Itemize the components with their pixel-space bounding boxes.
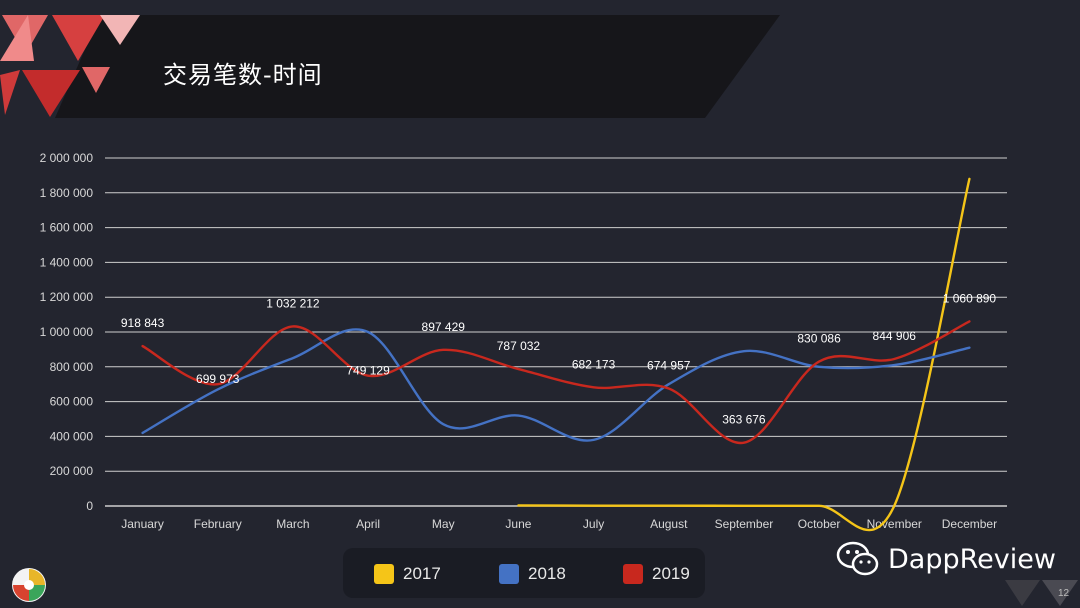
- legend-swatch-2019: [623, 564, 643, 584]
- x-tick-label: June: [505, 517, 531, 531]
- x-tick-label: October: [798, 517, 841, 531]
- x-tick-label: December: [942, 517, 997, 531]
- title-banner: [55, 15, 780, 118]
- brand-name: DappReview: [888, 543, 1056, 575]
- page-number: 12: [1058, 588, 1070, 599]
- y-tick-label: 1 000 000: [40, 325, 94, 339]
- data-labels: 918 843 699 973 1 032 212 749 129 897 429 787…: [121, 291, 997, 426]
- app-logo-icon[interactable]: [10, 566, 48, 604]
- legend-swatch-2018: [499, 564, 519, 584]
- x-tick-label: January: [121, 517, 164, 531]
- data-label-2019: 682 173: [572, 357, 616, 371]
- chart-legend: 2017 2018 2019: [343, 548, 705, 598]
- data-label-2019: 787 032: [497, 339, 541, 353]
- data-label-2019: 363 676: [722, 413, 766, 427]
- data-label-2019: 1 032 212: [266, 296, 320, 310]
- x-tick-label: September: [715, 517, 774, 531]
- legend-item-2019[interactable]: 2019: [623, 564, 690, 584]
- data-label-2019: 749 129: [346, 364, 390, 378]
- series-line-2018: [141, 328, 971, 442]
- data-label-2019: 674 957: [647, 359, 691, 373]
- y-tick-label: 400 000: [50, 429, 94, 443]
- y-axis-ticks: 2 000 000 1 800 000 1 600 000 1 400 000 1 20…: [40, 151, 94, 513]
- x-tick-label: November: [867, 517, 922, 531]
- y-tick-label: 1 600 000: [40, 221, 94, 235]
- x-axis-ticks: January February March April May June July Augu…: [121, 517, 997, 531]
- y-tick-label: 2 000 000: [40, 151, 94, 165]
- x-tick-label: April: [356, 517, 380, 531]
- series-lines: [141, 177, 971, 532]
- y-tick-label: 1 400 000: [40, 255, 94, 269]
- data-label-2019: 918 843: [121, 316, 165, 330]
- legend-label-2017: 2017: [403, 564, 441, 583]
- data-label-2019: 830 086: [797, 332, 841, 346]
- y-tick-label: 0: [86, 499, 93, 513]
- data-label-2019: 699 973: [196, 372, 240, 386]
- y-tick-label: 800 000: [50, 360, 94, 374]
- legend-item-2018[interactable]: 2018: [499, 564, 566, 584]
- legend-label-2018: 2018: [528, 564, 566, 583]
- corner-triangles: [1005, 580, 1078, 606]
- data-label-2019: 897 429: [422, 320, 466, 334]
- legend-item-2017[interactable]: 2017: [374, 564, 441, 584]
- data-label-2019: 1 060 890: [943, 291, 997, 305]
- y-tick-label: 200 000: [50, 464, 94, 478]
- x-tick-label: August: [650, 517, 688, 531]
- x-tick-label: May: [432, 517, 455, 531]
- brand-watermark: DappReview: [836, 540, 1056, 578]
- logo-triangles: [0, 15, 140, 117]
- y-tick-label: 1 200 000: [40, 290, 94, 304]
- y-tick-label: 600 000: [50, 395, 94, 409]
- series-line-2017: [517, 177, 971, 532]
- y-tick-label: 1 800 000: [40, 186, 94, 200]
- data-label-2019: 844 906: [873, 329, 917, 343]
- legend-label-2019: 2019: [652, 564, 690, 583]
- page-title: 交易笔数-时间: [163, 61, 323, 89]
- x-tick-label: March: [276, 517, 309, 531]
- legend-swatch-2017: [374, 564, 394, 584]
- x-tick-label: February: [194, 517, 242, 531]
- series-line-2019: [141, 320, 971, 444]
- x-tick-label: July: [583, 517, 604, 531]
- wechat-icon: [836, 541, 879, 576]
